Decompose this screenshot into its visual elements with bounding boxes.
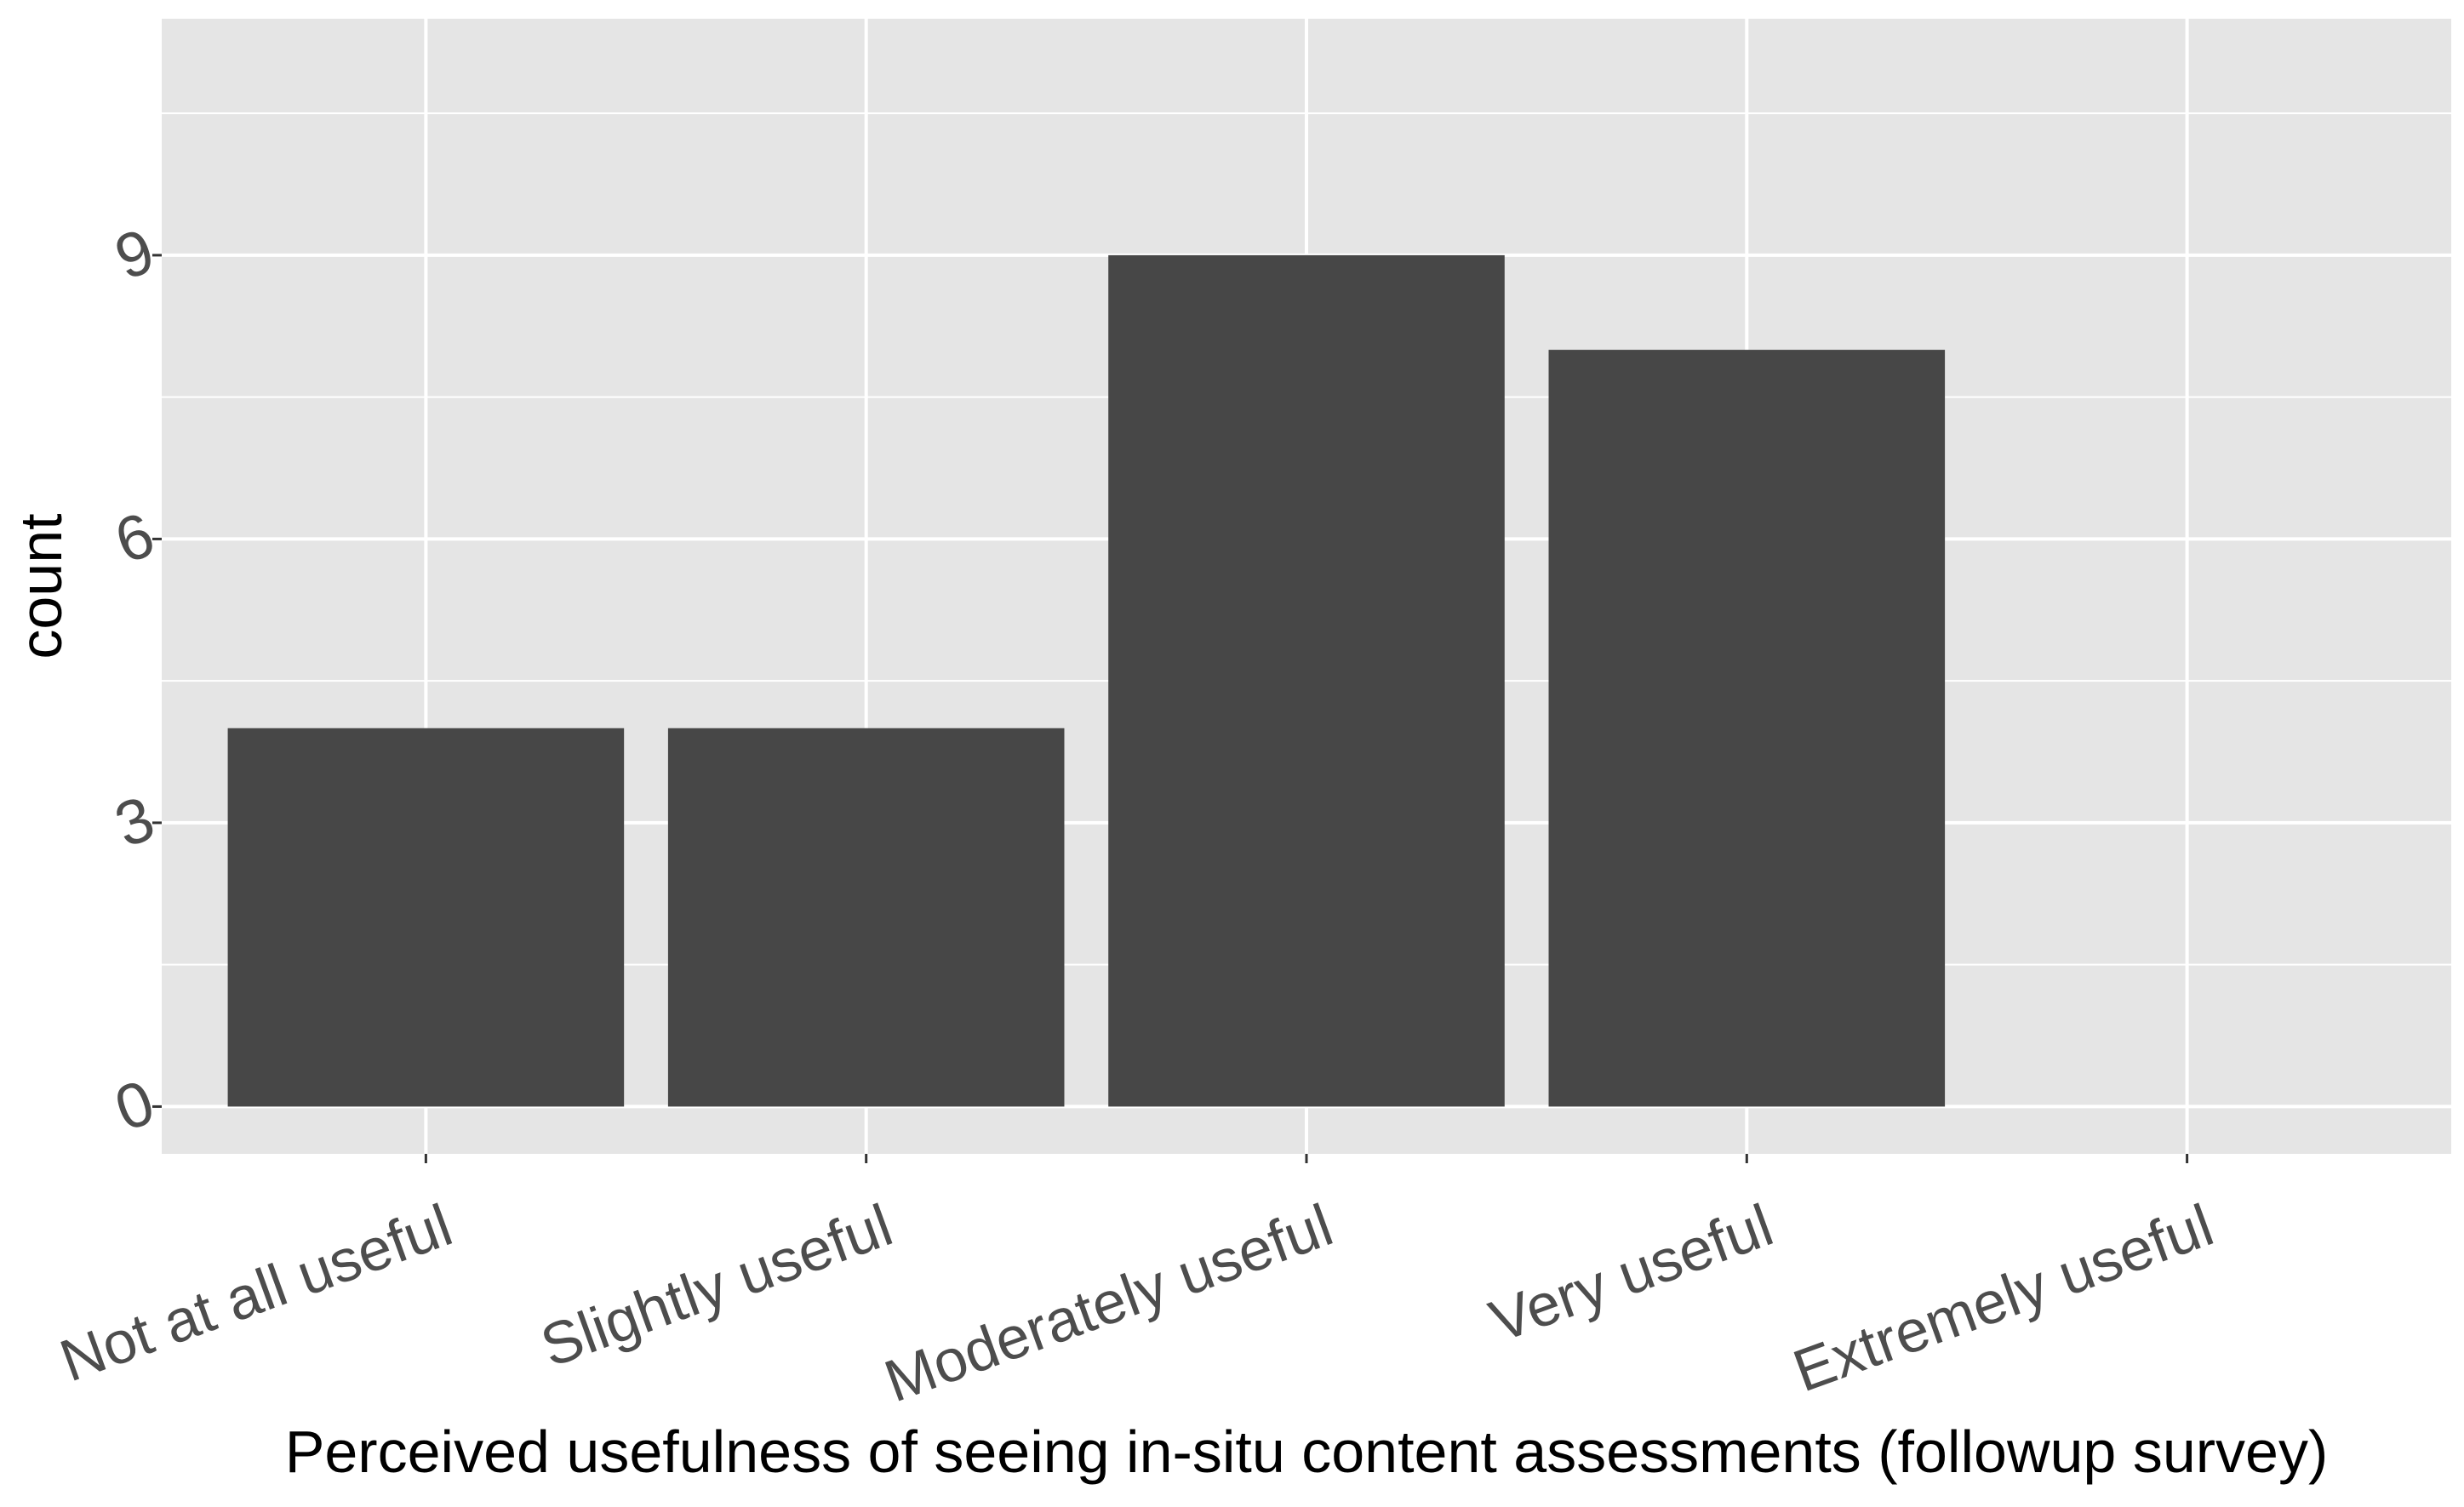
x-axis-title: Perceived usefulness of seeing in-situ c…	[285, 1419, 2329, 1485]
x-tick-label: Moderately useful	[876, 1191, 1341, 1414]
bars	[227, 254, 1946, 1107]
y-tick-label: 6	[106, 499, 163, 577]
bar-moderately-useful	[1108, 254, 1505, 1107]
x-tick-label: Very useful	[1482, 1191, 1781, 1355]
bar-slightly-useful	[667, 728, 1065, 1107]
x-tick-label: Not at all useful	[52, 1191, 460, 1394]
y-axis-title: count	[8, 513, 74, 659]
x-tick-label: Extremely useful	[1785, 1191, 2221, 1404]
y-tick-label: 3	[106, 782, 163, 860]
bar-not-at-all-useful	[227, 728, 625, 1107]
x-axis-ticks: Not at all useful Slightly usefulModerate…	[52, 1154, 2221, 1414]
y-tick-label: 0	[106, 1066, 163, 1145]
y-tick-label: 9	[106, 214, 163, 293]
bar-very-useful	[1548, 350, 1946, 1107]
x-tick-label: Slightly useful	[533, 1191, 901, 1379]
y-axis-ticks: 0 3 6 9	[106, 214, 163, 1145]
